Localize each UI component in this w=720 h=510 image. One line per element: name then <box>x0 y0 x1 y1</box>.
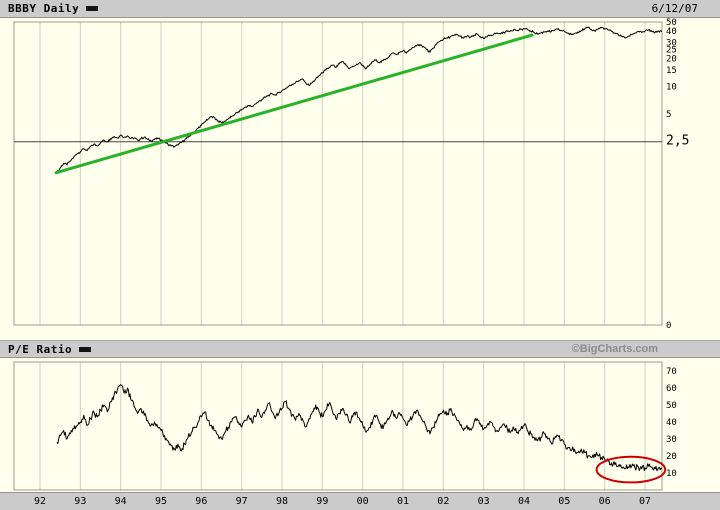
x-axis-label: 93 <box>74 496 87 507</box>
x-axis-label: 00 <box>356 496 369 507</box>
price-tick-label: 10 <box>666 82 677 92</box>
x-axis-label: 06 <box>598 496 611 507</box>
price-tick-label: 25 <box>666 46 677 56</box>
price-tick-label: 20 <box>666 55 677 65</box>
x-axis-label: 92 <box>33 496 47 507</box>
x-axis: 92 93 94 95 96 97 98 99 00 01 02 03 04 05 06 07 <box>0 492 720 510</box>
x-axis-label: 07 <box>638 496 651 507</box>
annotation-ellipse <box>595 455 667 484</box>
price-tick-label: 5 <box>666 110 671 120</box>
pe-tick-label: 70 <box>666 367 677 377</box>
x-axis-label: 05 <box>558 496 571 507</box>
pe-tick-label: 10 <box>666 469 677 479</box>
x-axis-label: 03 <box>477 496 490 507</box>
x-axis-label: 04 <box>517 496 530 507</box>
trendline <box>54 33 534 175</box>
minimize-icon[interactable] <box>86 6 99 11</box>
x-axis-label: 01 <box>396 496 409 507</box>
plot-border <box>13 21 663 326</box>
price-tick-label: 15 <box>666 66 677 76</box>
pe-panel-header: P/E Ratio ©BigCharts.com <box>0 340 720 358</box>
bigcharts-watermark: ©BigCharts.com <box>571 343 658 355</box>
price-tick-label: 30 <box>666 38 677 48</box>
price-line <box>56 26 662 173</box>
pe-line <box>56 384 662 472</box>
pe-tick-label: 40 <box>666 418 677 428</box>
pe-tick-label: 20 <box>666 452 677 462</box>
price-tick-label: 2,5 <box>666 134 689 149</box>
price-tick-label: 40 <box>666 27 677 37</box>
chart-date: 6/12/07 <box>651 2 698 15</box>
plot-border <box>13 361 663 491</box>
pe-tick-label: 60 <box>666 384 677 394</box>
symbol-title: BBBY Daily <box>8 2 80 15</box>
price-panel-header: BBBY Daily 6/12/07 <box>0 0 720 18</box>
x-axis-label: 96 <box>195 496 208 507</box>
pe-title: P/E Ratio <box>8 342 73 356</box>
pe-minimize-icon[interactable] <box>79 346 92 352</box>
x-axis-label: 95 <box>154 496 167 507</box>
price-tick-label: 0 <box>666 321 671 331</box>
pe-tick-label: 50 <box>666 401 677 411</box>
x-axis-label: 99 <box>316 496 329 507</box>
x-axis-label: 02 <box>437 496 450 507</box>
x-axis-label: 98 <box>275 496 288 507</box>
x-axis-label: 97 <box>235 496 248 507</box>
pe-chart: 70 60 50 40 30 20 10 <box>13 361 677 491</box>
pe-tick-label: 30 <box>666 435 677 445</box>
price-tick-label: 50 <box>666 18 677 28</box>
x-axis-label: 94 <box>114 496 127 507</box>
